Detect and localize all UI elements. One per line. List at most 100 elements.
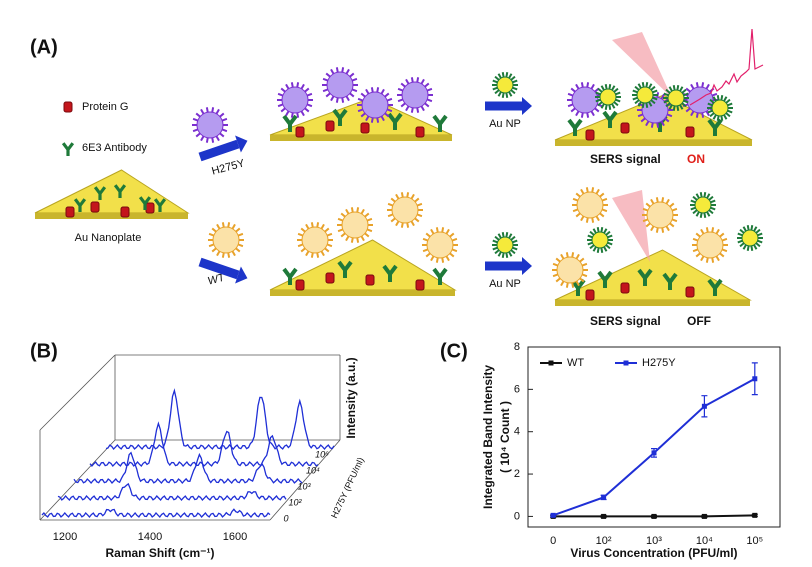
virus-spike [208, 232, 215, 237]
virus-spike [449, 232, 455, 238]
virus [576, 191, 604, 219]
virus-spike [296, 112, 300, 118]
virus-spike [322, 88, 329, 93]
virus-spike [360, 235, 365, 242]
virus-spike [660, 120, 665, 127]
virus-spike [750, 245, 754, 251]
virus-spike [410, 193, 415, 200]
antibody [432, 114, 448, 132]
protein-g [415, 126, 425, 138]
legend-label: 6E3 Antibody [82, 142, 147, 154]
virus-spike [211, 107, 215, 113]
virus-spike [395, 220, 400, 227]
virus-spike [387, 202, 394, 207]
virus-spike [721, 248, 728, 253]
virus-spike [737, 239, 743, 244]
virus-spike [663, 99, 669, 104]
virus-spike [586, 82, 590, 88]
virus-spike [665, 88, 671, 94]
antibody [597, 270, 613, 288]
virus-spike [641, 82, 645, 88]
plate-label: Au Nanoplate [75, 232, 142, 244]
virus-spike [422, 248, 429, 253]
marker [601, 494, 607, 500]
laser [612, 32, 672, 98]
virus-spike [725, 112, 731, 118]
virus-spike [306, 92, 313, 97]
virus-spike [512, 79, 518, 84]
virus-spike [571, 282, 575, 288]
virus-spike [595, 98, 601, 103]
virus-spike [320, 250, 325, 257]
virus-spike [512, 239, 518, 244]
axis-title: Integrated Band Intensity [481, 365, 495, 509]
virus [281, 86, 309, 114]
virus-spike [192, 117, 199, 122]
virus-spike [310, 222, 314, 228]
virus-spike [350, 207, 354, 213]
protein-g [325, 272, 335, 284]
virus-spike [370, 117, 374, 123]
virus [599, 88, 617, 106]
legend-marker [623, 360, 629, 366]
virus-spike [601, 197, 608, 202]
virus-spike [425, 232, 431, 238]
virus-spike [613, 87, 619, 93]
virus-spike [672, 105, 676, 111]
virus-spike [580, 215, 585, 222]
virus-spike [305, 250, 310, 257]
spectrum [57, 482, 287, 502]
virus-spike [757, 232, 763, 237]
virus-spike [508, 91, 513, 97]
virus-spike [324, 247, 330, 253]
virus-spike [414, 197, 420, 203]
virus-spike [435, 257, 439, 263]
virus-spike [505, 232, 509, 238]
virus-spike [655, 227, 659, 233]
virus-spike [604, 104, 608, 110]
virus-spike [681, 88, 687, 94]
virus-spike [615, 91, 621, 96]
virus-spike [227, 252, 231, 258]
virus-spike [632, 96, 638, 101]
protein-g [325, 120, 335, 132]
virus-spike [650, 99, 656, 105]
z-tick-label: 10³ [297, 481, 311, 491]
virus-spike [669, 222, 675, 228]
virus-spike [589, 230, 595, 236]
virus-spike [422, 237, 429, 242]
virus-spike [395, 193, 400, 200]
virus-spike [600, 85, 605, 91]
virus-spike [572, 197, 579, 202]
virus-spike [290, 112, 294, 118]
virus-spike [552, 262, 559, 267]
virus-spike [579, 257, 585, 263]
virus-spike [572, 208, 579, 213]
spectrum [41, 508, 271, 519]
virus-spike [652, 96, 658, 101]
marker [701, 403, 707, 409]
virus-spike [420, 105, 425, 112]
signal-state: OFF [687, 314, 711, 328]
antibody [567, 118, 583, 136]
virus-spike [360, 208, 365, 215]
virus-spike [664, 117, 670, 123]
virus-spike [200, 135, 205, 142]
virus-spike [594, 107, 600, 113]
panel-label: (B) [30, 340, 58, 362]
y-tick-label: 6 [514, 383, 520, 395]
virus-spike [753, 226, 758, 232]
virus-spike [441, 227, 445, 233]
y-tick-label: 8 [514, 341, 520, 353]
arrow-head [522, 257, 532, 275]
virus-spike [497, 233, 502, 239]
virus-spike [703, 212, 707, 218]
virus-spike [652, 89, 658, 94]
virus-spike [501, 92, 505, 98]
virus-spike [316, 252, 320, 258]
virus-spike [405, 105, 410, 112]
virus-spike [364, 212, 370, 218]
virus-spike [208, 243, 215, 248]
virus-spike [683, 99, 689, 104]
virus-spike [325, 72, 331, 78]
